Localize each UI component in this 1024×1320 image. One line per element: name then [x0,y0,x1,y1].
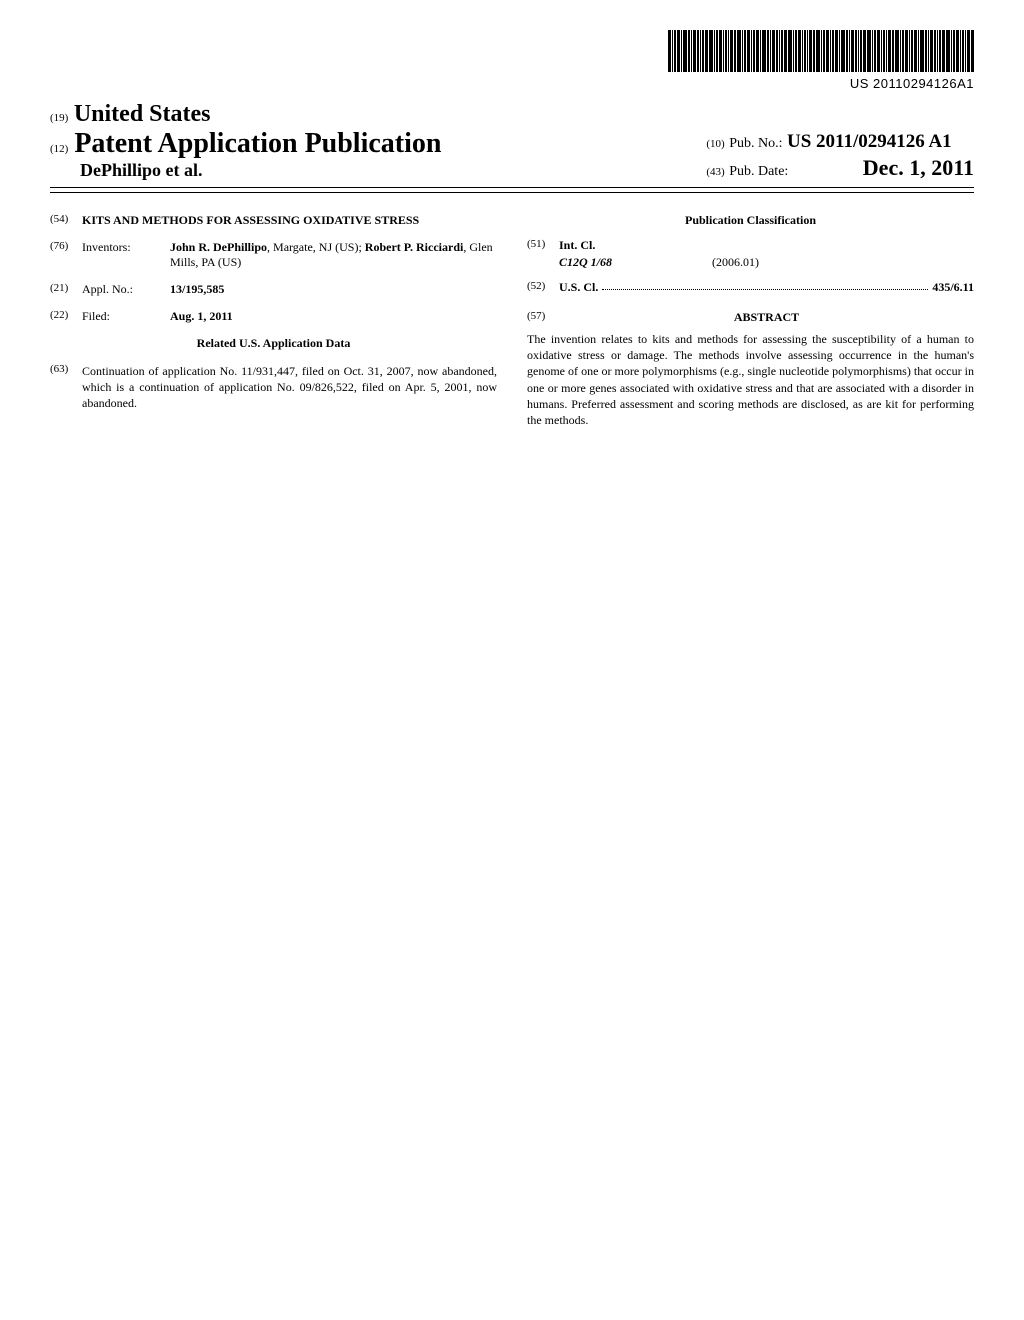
field-num-19: (19) [50,112,68,124]
uscl-code: 435/6.11 [932,280,974,295]
patent-title: KITS AND METHODS FOR ASSESSING OXIDATIVE… [82,213,419,228]
left-column: (54) KITS AND METHODS FOR ASSESSING OXID… [50,213,497,428]
publication-type: Patent Application Publication [74,128,441,159]
continuation-text: Continuation of application No. 11/931,4… [82,363,497,412]
pubno-value: US 2011/0294126 A1 [787,131,952,152]
field-num-54: (54) [50,213,82,225]
field-num-12: (12) [50,143,68,155]
abstract-heading: ABSTRACT [559,310,974,325]
field-num-63: (63) [50,363,82,412]
header-left: (19) United States (12) Patent Applicati… [50,101,441,181]
inventor-1-name: John R. DePhillipo [170,240,267,254]
field-num-57: (57) [527,310,559,325]
intcl-label: Int. Cl. [559,238,595,253]
barcode-image [668,30,974,72]
applno-value: 13/195,585 [170,282,497,297]
pubno-label: Pub. No.: [729,136,782,151]
intcl-code: C12Q 1/68 [559,255,709,270]
uscl-label: U.S. Cl. [559,280,598,295]
header-main: (19) United States (12) Patent Applicati… [50,101,974,188]
header-divider [50,192,974,193]
inventor-1-loc: , Margate, NJ (US); [267,240,365,254]
inventors-label: Inventors: [82,240,170,255]
intcl-date: (2006.01) [712,255,759,269]
field-num-43: (43) [706,166,724,178]
classification-heading: Publication Classification [527,213,974,228]
field-num-21: (21) [50,282,82,294]
inventor-2-name: Robert P. Ricciardi [365,240,464,254]
right-column: Publication Classification (51) Int. Cl.… [527,213,974,428]
header-right: (10) Pub. No.: US 2011/0294126 A1 (43) P… [706,131,974,181]
field-num-51: (51) [527,238,559,253]
body-content: (54) KITS AND METHODS FOR ASSESSING OXID… [50,213,974,428]
pubdate-label: Pub. Date: [729,164,788,179]
field-num-22: (22) [50,309,82,321]
uscl-dots [602,280,928,290]
country-name: United States [74,101,211,127]
author-line: DePhillipo et al. [50,160,441,181]
field-num-76: (76) [50,240,82,252]
pubdate-value: Dec. 1, 2011 [863,155,974,180]
related-heading: Related U.S. Application Data [50,336,497,351]
inventors-value: John R. DePhillipo, Margate, NJ (US); Ro… [170,240,497,270]
filed-label: Filed: [82,309,170,324]
field-num-52: (52) [527,280,559,295]
field-num-10: (10) [706,138,724,150]
header-top: US 20110294126A1 [50,30,974,91]
barcode-number: US 20110294126A1 [850,76,974,91]
filed-value: Aug. 1, 2011 [170,309,497,324]
applno-label: Appl. No.: [82,282,170,297]
abstract-text: The invention relates to kits and method… [527,331,974,428]
